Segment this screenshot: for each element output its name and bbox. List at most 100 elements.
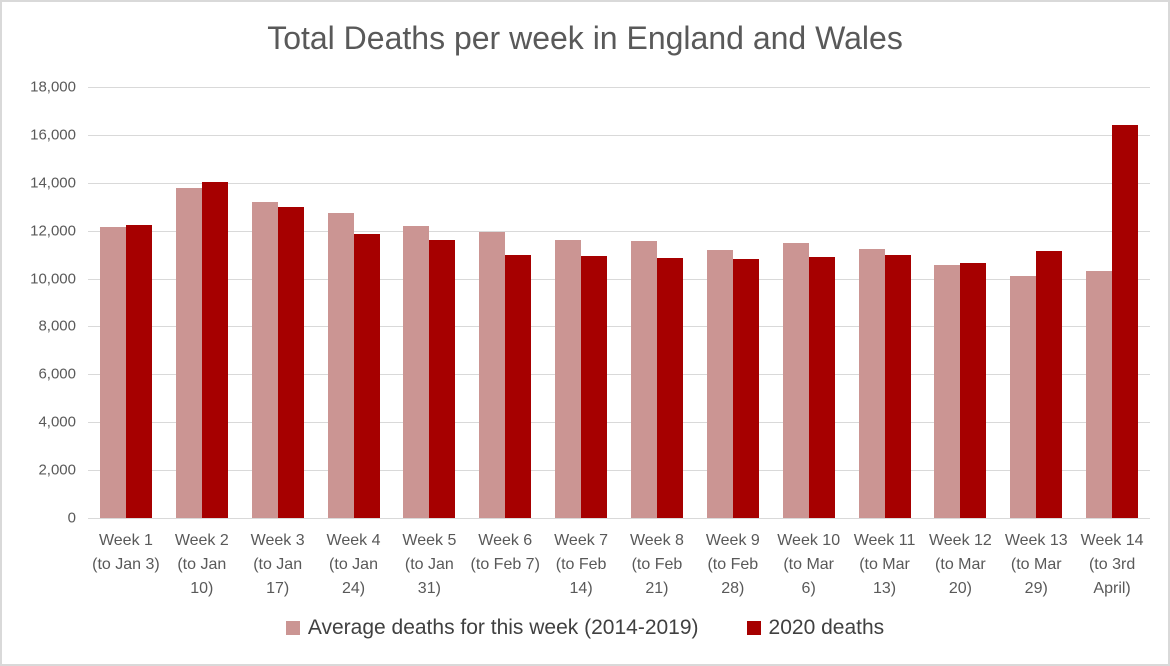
x-label-line: Week 1 (98, 532, 153, 549)
bar-average-week-10 (782, 242, 809, 518)
bar-average-week-5 (403, 225, 430, 518)
bar-group-week-11 (847, 87, 923, 518)
bar-2020-week-5 (429, 240, 456, 518)
legend-label-average: Average deaths for this week (2014-2019) (307, 616, 699, 639)
x-label-line: Week 10 (777, 532, 841, 549)
x-label-week-13: Week 13 (to Mar 29) (998, 529, 1074, 601)
bar-group-week-13 (998, 87, 1074, 518)
bar-2020-week-6 (505, 254, 532, 518)
legend-label-2020: 2020 deaths (768, 616, 885, 639)
x-axis: Week 1 (to Jan 3) Week 2 (to Jan 10) Week 3 (t… (88, 529, 1150, 601)
x-label-week-4: Week 4 (to Jan 24) (316, 529, 392, 601)
x-label-line: 29) (1024, 580, 1048, 597)
gridline (88, 422, 1150, 424)
bar-average-week-14 (1086, 271, 1113, 518)
bar-2020-week-13 (1036, 251, 1063, 518)
x-label-line: 20) (948, 580, 972, 597)
bar-average-week-3 (251, 201, 278, 518)
x-label-line: April) (1093, 580, 1131, 597)
x-label-week-3: Week 3 (to Jan 17) (240, 529, 316, 601)
bar-average-week-11 (858, 248, 885, 518)
gridline (88, 182, 1150, 184)
y-tick-label: 0 (67, 509, 76, 527)
bar-average-week-4 (327, 212, 354, 518)
legend: Average deaths for this week (2014-2019)… (2, 616, 1168, 640)
x-label-line: Week 12 (928, 532, 992, 549)
bar-2020-week-7 (581, 255, 608, 518)
y-tick-label: 6,000 (38, 365, 76, 383)
bar-average-week-6 (479, 231, 506, 518)
x-label-week-7: Week 7 (to Feb 14) (543, 529, 619, 601)
legend-swatch-2020 (746, 621, 761, 635)
x-label-line: 6) (801, 580, 816, 597)
legend-item-2020: 2020 deaths (746, 616, 885, 640)
x-label-week-11: Week 11 (to Mar 13) (847, 529, 923, 601)
bar-group-week-6 (467, 87, 543, 518)
x-label-week-1: Week 1 (to Jan 3) (88, 529, 164, 601)
x-label-line: 31) (417, 580, 441, 597)
gridline (88, 374, 1150, 376)
x-label-line: Week 3 (250, 532, 305, 549)
x-label-line: (to Mar (859, 556, 910, 573)
bar-group-week-5 (391, 87, 467, 518)
x-label-line: (to Jan 3) (92, 556, 160, 573)
x-label-line: 13) (872, 580, 897, 597)
bar-average-week-9 (706, 249, 733, 518)
bar-2020-week-14 (1112, 125, 1139, 518)
bar-group-week-10 (771, 87, 847, 518)
y-tick-label: 12,000 (30, 222, 76, 240)
bar-average-week-1 (99, 227, 126, 518)
bar-group-week-3 (240, 87, 316, 518)
bar-average-week-7 (555, 240, 582, 518)
bar-average-week-2 (175, 187, 202, 518)
x-label-line: Week 13 (1004, 532, 1068, 549)
y-tick-label: 4,000 (38, 413, 76, 431)
bar-group-week-8 (619, 87, 695, 518)
legend-item-average: Average deaths for this week (2014-2019) (285, 616, 699, 640)
bar-2020-week-8 (656, 258, 683, 518)
bar-group-week-12 (922, 87, 998, 518)
y-tick-label: 2,000 (38, 461, 76, 479)
bar-average-week-12 (934, 265, 961, 518)
y-axis: 18,000 16,000 14,000 12,000 10,000 8,000 6,000… (2, 79, 76, 527)
x-label-line: 14) (569, 580, 593, 597)
gridline (88, 326, 1150, 328)
x-label-line: (to 3rd (1088, 556, 1136, 573)
plot-area (88, 87, 1150, 519)
x-label-week-5: Week 5 (to Jan 31) (391, 529, 467, 601)
x-label-line: (to Mar (935, 556, 986, 573)
x-label-line: (to Feb (707, 556, 759, 573)
x-label-line: 28) (721, 580, 745, 597)
x-label-line: 21) (645, 580, 669, 597)
bar-group-week-9 (695, 87, 771, 518)
x-label-week-2: Week 2 (to Jan 10) (164, 529, 240, 601)
y-tick-label: 8,000 (38, 317, 76, 335)
x-label-line: (to Feb (631, 556, 683, 573)
x-label-line: Week 4 (326, 532, 381, 549)
x-label-line: Week 2 (174, 532, 229, 549)
x-label-line: Week 6 (478, 532, 533, 549)
gridline (88, 134, 1150, 136)
gridline (88, 230, 1150, 232)
x-label-line: Week 9 (705, 532, 760, 549)
x-label-week-10: Week 10 (to Mar 6) (771, 529, 847, 601)
x-label-line: (to Feb 7) (470, 556, 540, 573)
x-label-line: (to Jan (329, 556, 378, 573)
x-label-line: (to Jan (253, 556, 303, 573)
x-label-week-12: Week 12 (to Mar 20) (922, 529, 998, 601)
y-tick-label: 14,000 (30, 174, 76, 192)
x-label-week-14: Week 14 (to 3rd April) (1074, 529, 1150, 601)
bar-2020-week-4 (353, 234, 380, 518)
bar-group-week-7 (543, 87, 619, 518)
gridline (88, 470, 1150, 472)
x-label-line: (to Feb (555, 556, 607, 573)
gridline (88, 278, 1150, 280)
x-label-line: (to Mar (783, 556, 834, 573)
bar-2020-week-9 (732, 259, 759, 518)
x-label-line: Week 11 (853, 532, 916, 549)
y-tick-label: 18,000 (30, 78, 76, 96)
x-label-week-9: Week 9 (to Feb 28) (695, 529, 771, 601)
x-label-line: Week 14 (1080, 532, 1144, 549)
x-label-line: (to Mar (1010, 556, 1062, 573)
legend-swatch-average (285, 621, 300, 635)
